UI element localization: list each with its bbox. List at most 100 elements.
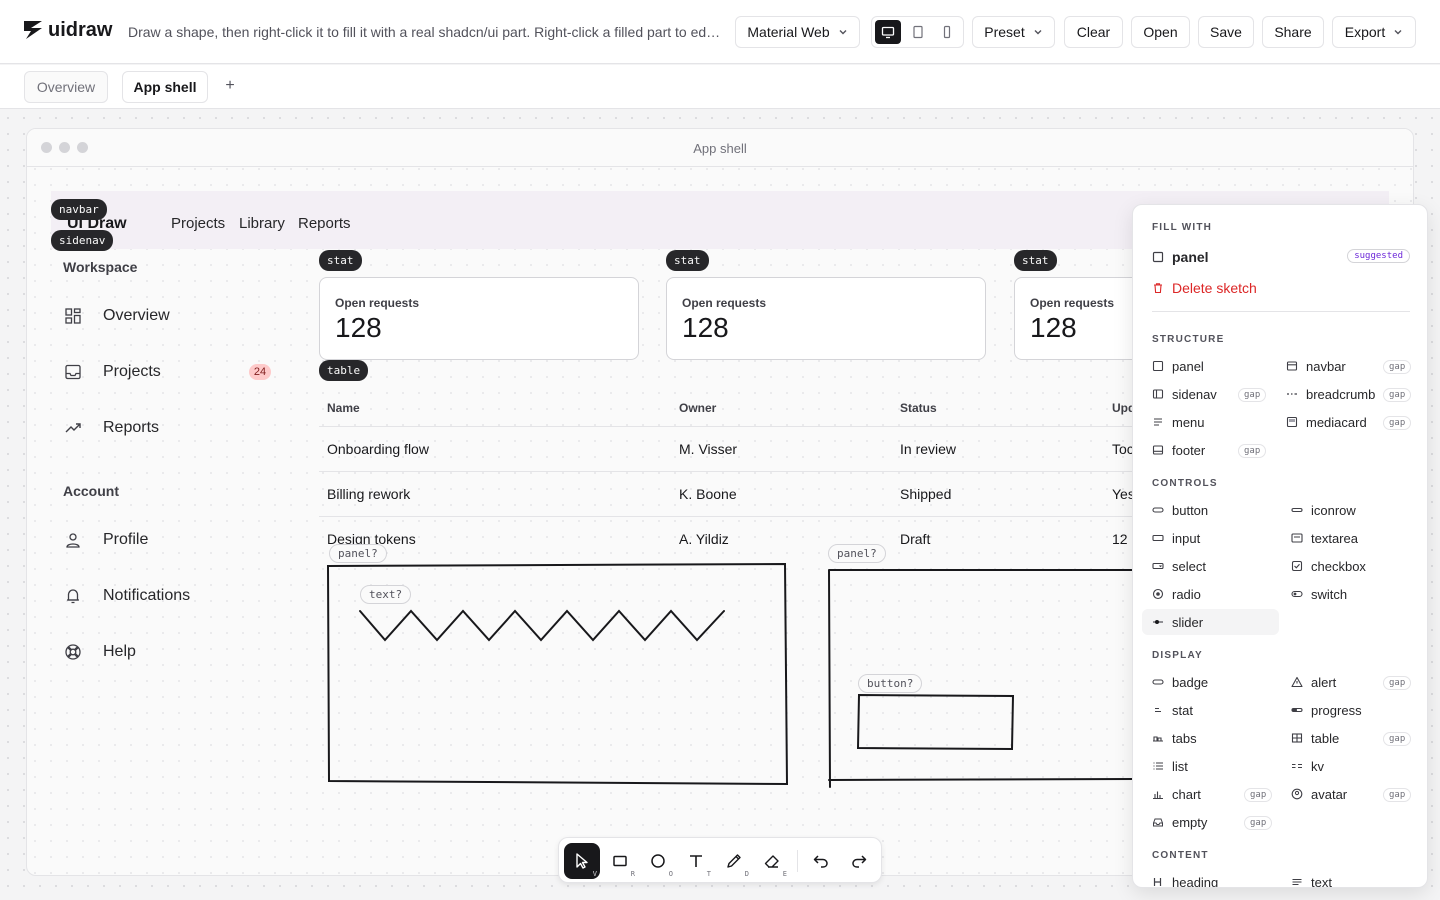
- clear-button[interactable]: Clear: [1064, 16, 1123, 48]
- cell-owner: K. Boone: [679, 486, 737, 502]
- sidenav-item-overview[interactable]: Overview: [63, 296, 283, 336]
- fill-option-label: switch: [1311, 586, 1348, 602]
- save-button[interactable]: Save: [1198, 16, 1254, 48]
- fill-option-sidenav[interactable]: sidenav: [1152, 381, 1217, 407]
- page-tab-strip: Overview App shell +: [0, 65, 1440, 109]
- fill-option-avatar[interactable]: avatar: [1291, 781, 1347, 807]
- redo-button[interactable]: [841, 843, 877, 879]
- stat-card[interactable]: Open requests 128: [319, 277, 639, 360]
- sidenav-item-label: Projects: [103, 363, 161, 380]
- fill-option-chart[interactable]: chart: [1152, 781, 1201, 807]
- shortcut-key: O: [668, 870, 673, 878]
- fill-option-heading[interactable]: heading: [1152, 869, 1218, 887]
- nav-link-reports[interactable]: Reports: [298, 215, 351, 232]
- fill-option-alert[interactable]: alert: [1291, 669, 1336, 695]
- fill-option-empty[interactable]: empty: [1152, 809, 1207, 835]
- nav-link-projects[interactable]: Projects: [171, 215, 226, 232]
- table-row[interactable]: Onboarding flow M. Visser In review Toc: [319, 426, 1139, 471]
- gap-badge: gap: [1383, 360, 1412, 374]
- fill-option-progress[interactable]: progress: [1291, 697, 1362, 723]
- cell-updated: 12: [1112, 531, 1128, 547]
- fill-option-label: select: [1172, 558, 1206, 574]
- fill-option-slider[interactable]: slider: [1152, 609, 1203, 635]
- gap-badge: gap: [1383, 388, 1412, 402]
- workspace-heading: Workspace: [63, 259, 138, 275]
- theme-select[interactable]: Material Web: [735, 16, 860, 48]
- desktop-view-button[interactable]: [875, 20, 901, 44]
- fill-option-tabs[interactable]: tabs: [1152, 725, 1197, 751]
- column-header-name: Name: [327, 401, 360, 415]
- fill-option-textarea[interactable]: textarea: [1291, 525, 1358, 551]
- stat-card[interactable]: Open requests 128: [666, 277, 986, 360]
- tablet-view-button[interactable]: [905, 20, 931, 44]
- app-logo[interactable]: uidraw: [22, 18, 112, 42]
- fill-option-table[interactable]: table: [1291, 725, 1339, 751]
- fill-option-menu[interactable]: menu: [1152, 409, 1205, 435]
- fill-option-radio[interactable]: radio: [1152, 581, 1201, 607]
- table-row[interactable]: Billing rework K. Boone Shipped Yes: [319, 471, 1139, 516]
- ellipse-tool[interactable]: O: [640, 843, 676, 879]
- avatar-icon: [1291, 788, 1303, 800]
- preset-button[interactable]: Preset: [972, 16, 1055, 48]
- alert-triangle-icon: [1291, 676, 1303, 688]
- nav-link-library[interactable]: Library: [239, 215, 285, 232]
- fill-option-switch[interactable]: switch: [1291, 581, 1347, 607]
- fill-option-mediacard[interactable]: mediacard: [1286, 409, 1367, 435]
- fill-option-footer[interactable]: footer: [1152, 437, 1205, 463]
- page-tab-app-shell[interactable]: App shell: [122, 71, 208, 103]
- fill-option-label: list: [1172, 758, 1188, 774]
- fill-option-iconrow[interactable]: iconrow: [1291, 497, 1356, 523]
- sidenav-item-projects[interactable]: Projects: [63, 352, 283, 392]
- sidenav-item-help[interactable]: Help: [63, 632, 283, 672]
- suggested-panel-item[interactable]: panel suggested: [1152, 244, 1410, 270]
- footer-icon: [1152, 444, 1164, 456]
- undo-button[interactable]: [803, 843, 839, 879]
- gap-badge: gap: [1244, 788, 1273, 802]
- export-label: Export: [1344, 24, 1386, 40]
- text-tool[interactable]: T: [678, 843, 714, 879]
- fill-option-input[interactable]: input: [1152, 525, 1200, 551]
- account-heading: Account: [63, 483, 119, 499]
- rectangle-tool[interactable]: R: [602, 843, 638, 879]
- fill-option-button[interactable]: button: [1152, 497, 1208, 523]
- fill-option-kv[interactable]: kv: [1291, 753, 1324, 779]
- fill-option-list[interactable]: list: [1152, 753, 1188, 779]
- delete-sketch-item[interactable]: Delete sketch: [1152, 275, 1257, 301]
- sketch-tag-panel: panel?: [329, 544, 387, 563]
- fill-option-label: stat: [1172, 702, 1193, 718]
- page-tab-overview[interactable]: Overview: [24, 71, 108, 103]
- fill-option-badge[interactable]: badge: [1152, 669, 1208, 695]
- sidenav-item-label: Notifications: [103, 587, 191, 604]
- sketch-zigzag: [359, 609, 725, 642]
- cell-updated: Toc: [1112, 441, 1134, 457]
- draw-tool[interactable]: D: [716, 843, 752, 879]
- grid-icon: [63, 306, 83, 326]
- sidenav-item-profile[interactable]: Profile: [63, 520, 283, 560]
- fill-option-text[interactable]: text: [1291, 869, 1332, 887]
- user-icon: [63, 530, 83, 550]
- add-page-button[interactable]: +: [225, 77, 235, 94]
- fill-option-navbar[interactable]: navbar: [1286, 353, 1346, 379]
- fill-option-panel[interactable]: panel: [1152, 353, 1204, 379]
- erase-tool[interactable]: E: [754, 843, 790, 879]
- sidenav-item-notifications[interactable]: Notifications: [63, 576, 283, 616]
- text-icon: [690, 855, 702, 867]
- fill-option-label: sidenav: [1172, 386, 1217, 402]
- stat-value: 128: [682, 312, 729, 343]
- shortcut-key: D: [744, 870, 749, 878]
- drawing-toolbar: V R O T D E: [558, 837, 882, 883]
- fill-option-stat[interactable]: stat: [1152, 697, 1193, 723]
- export-button[interactable]: Export: [1332, 16, 1416, 48]
- table-row[interactable]: Design tokens A. Yildiz Draft 12: [319, 516, 1139, 561]
- share-button[interactable]: Share: [1262, 16, 1324, 48]
- select-tool[interactable]: V: [564, 843, 600, 879]
- stat-tag: stat: [666, 250, 709, 271]
- fill-option-select[interactable]: select: [1152, 553, 1206, 579]
- top-bar: uidraw Draw a shape, then right-click it…: [0, 0, 1440, 64]
- sidenav-item-reports[interactable]: Reports: [63, 408, 283, 448]
- fill-option-label: input: [1172, 530, 1201, 546]
- fill-option-breadcrumb[interactable]: breadcrumb: [1286, 381, 1375, 407]
- mobile-view-button[interactable]: [934, 20, 960, 44]
- fill-option-checkbox[interactable]: checkbox: [1291, 553, 1366, 579]
- open-button[interactable]: Open: [1131, 16, 1190, 48]
